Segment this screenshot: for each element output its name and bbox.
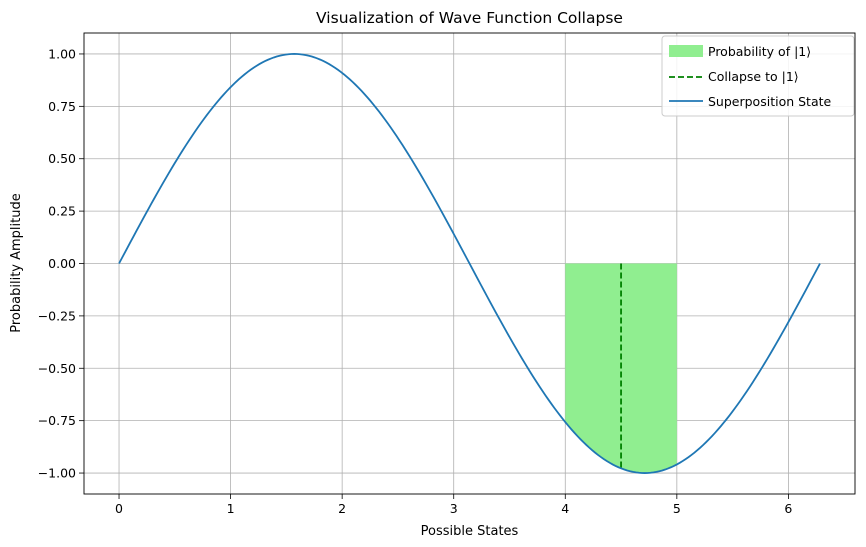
- legend-label-probability: Probability of |1⟩: [708, 44, 811, 59]
- x-tick-label: 1: [227, 501, 235, 516]
- y-tick-label: 0.25: [48, 204, 76, 219]
- legend-label-collapse: Collapse to |1⟩: [708, 69, 799, 84]
- x-axis-ticks: 0 1 2 3 4 5 6: [115, 494, 792, 516]
- superposition-line: [118, 53, 821, 474]
- legend-label-superposition: Superposition State: [708, 94, 832, 109]
- x-axis-title: Possible States: [421, 524, 519, 539]
- legend-swatch-probability: [669, 45, 703, 57]
- legend: Probability of |1⟩ Collapse to |1⟩ Super…: [661, 35, 855, 117]
- line-layer: [118, 53, 821, 474]
- x-tick-label: 0: [115, 501, 123, 516]
- y-tick-label: 0.00: [48, 256, 76, 271]
- y-axis-title: Probability Amplitude: [9, 193, 24, 332]
- y-tick-label: 0.50: [48, 151, 76, 166]
- y-tick-label: −1.00: [38, 466, 76, 481]
- y-tick-label: −0.75: [38, 413, 76, 428]
- y-tick-label: −0.25: [38, 308, 76, 323]
- chart-title: Visualization of Wave Function Collapse: [316, 9, 623, 27]
- x-tick-label: 6: [784, 501, 792, 516]
- y-tick-label: 0.75: [48, 99, 76, 114]
- y-tick-label: 1.00: [48, 46, 76, 61]
- x-tick-label: 4: [561, 501, 569, 516]
- y-axis-ticks: 1.00 0.75 0.50 0.25 0.00 −0.25 −0.50 −0.75 −1.00: [38, 46, 84, 481]
- x-tick-label: 3: [450, 501, 458, 516]
- x-tick-label: 2: [338, 501, 346, 516]
- x-tick-label: 5: [673, 501, 681, 516]
- y-tick-label: −0.50: [38, 361, 76, 376]
- legend-frame: [661, 35, 855, 117]
